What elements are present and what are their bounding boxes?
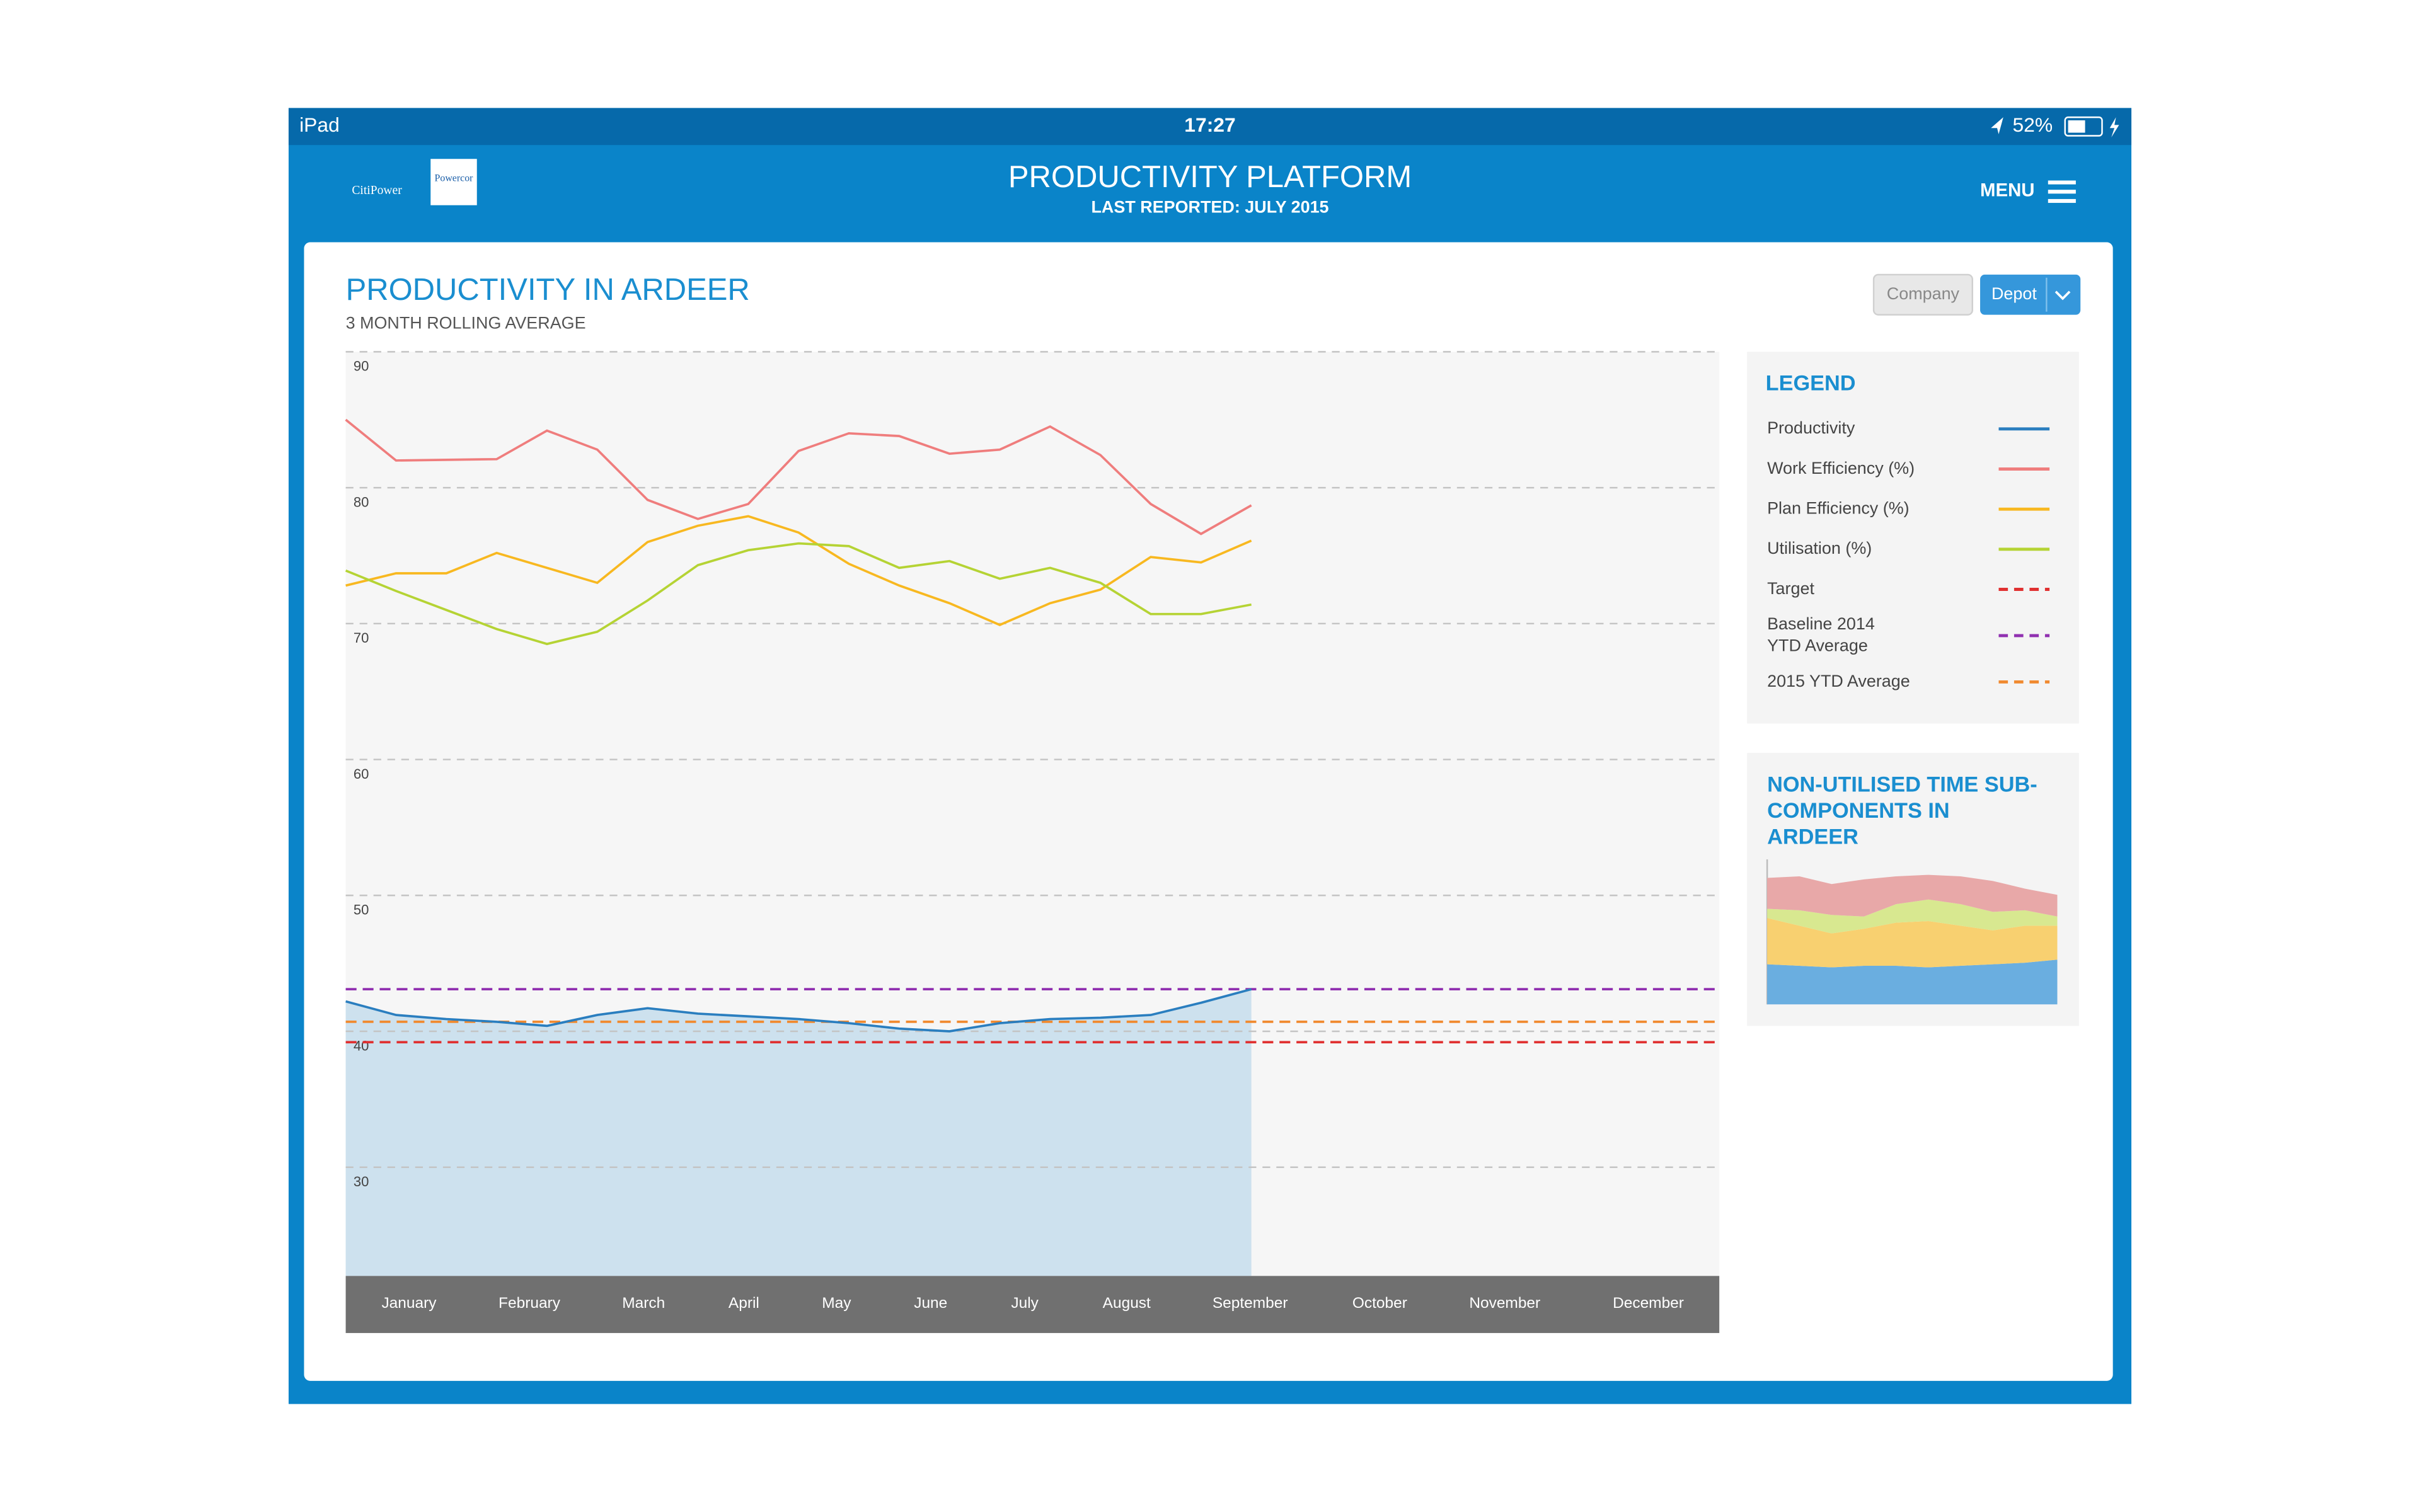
- battery-fill: [2068, 120, 2085, 133]
- menu-icon-bar: [2048, 198, 2076, 203]
- button-label: Depot: [1991, 284, 2037, 303]
- menu-label: MENU: [1980, 180, 2035, 200]
- x-tick-label: August: [1103, 1295, 1151, 1312]
- x-tick-label: March: [622, 1295, 665, 1312]
- x-axis-bar: [345, 1276, 1720, 1333]
- legend-list: Productivity Work Efficiency (%) Plan Effi…: [1767, 409, 2050, 702]
- x-axis: January February March April May June July Augu…: [381, 1295, 1683, 1312]
- x-tick-label: April: [729, 1295, 759, 1312]
- legend-label: Productivity: [1767, 420, 1855, 438]
- button-bg: [1980, 274, 2081, 315]
- x-tick-label: May: [822, 1295, 851, 1312]
- legend-swatch: [1998, 680, 2050, 684]
- x-tick-label: November: [1469, 1295, 1540, 1312]
- legend-item: Work Efficiency (%): [1767, 449, 2050, 490]
- mini-area: [1767, 899, 2058, 934]
- legend-label: Target: [1767, 580, 1814, 599]
- legend-swatch: [1998, 547, 2050, 551]
- chart-subtitle: 3 MONTH ROLLING AVERAGE: [346, 313, 586, 332]
- legend-swatch: [1998, 507, 2050, 511]
- logo-powercor: Powercor: [435, 173, 474, 184]
- device-name: iPad: [299, 113, 340, 136]
- legend-label: Plan Efficiency (%): [1767, 500, 1910, 518]
- dropdown-chevron: [2054, 290, 2071, 301]
- mini-chart: [1766, 859, 2058, 1005]
- chart-title: PRODUCTIVITY IN ARDEER: [346, 273, 750, 307]
- mini-area: [1767, 959, 2058, 1005]
- charging-icon: [2109, 117, 2119, 137]
- location-icon: [1991, 117, 2003, 135]
- x-tick-label: July: [1011, 1295, 1039, 1312]
- x-tick-label: February: [498, 1295, 561, 1312]
- x-tick-label: September: [1213, 1295, 1288, 1312]
- mini-area: [1767, 874, 2058, 917]
- plot: 30 40 50 60 70 80 90: [345, 351, 1720, 1276]
- y-tick-label: 30: [354, 1174, 369, 1189]
- legend-item: 2015 YTD Average: [1767, 662, 2050, 702]
- legend-title: LEGEND: [1765, 370, 1856, 395]
- menu-button[interactable]: MENU: [1980, 180, 2076, 203]
- mini-area: [1767, 918, 2058, 968]
- mini-chart-title: NON-UTILISED TIME SUB-COMPONENTS IN ARDE…: [1767, 771, 2037, 849]
- legend-item: Target: [1767, 570, 2050, 610]
- area-fill: [345, 989, 1252, 1276]
- button-label: Company: [1887, 284, 1960, 303]
- legend-panel: LEGEND Productivity Work Efficiency (%) Pl…: [1747, 352, 2079, 724]
- logo-citipower: CitiPower: [352, 184, 402, 197]
- button-bg: [1872, 273, 1974, 316]
- x-tick-label: December: [1613, 1295, 1684, 1312]
- legend-item: Baseline 2014 YTD Average: [1767, 609, 2050, 662]
- logo-box: [430, 159, 477, 205]
- y-tick-label: 60: [354, 766, 369, 782]
- clock: 17:27: [1184, 113, 1235, 136]
- legend-item: Productivity: [1767, 409, 2050, 449]
- series-line: [345, 542, 1252, 646]
- battery-level: 52%: [2012, 113, 2053, 136]
- legend-swatch: [1998, 467, 2050, 471]
- y-tick-label: 80: [354, 494, 369, 510]
- legend-item: Plan Efficiency (%): [1767, 489, 2050, 529]
- company-button[interactable]: Company: [1872, 273, 1974, 316]
- app-title: PRODUCTIVITY PLATFORM: [1008, 160, 1412, 194]
- legend-swatch: [1998, 588, 2050, 591]
- status-bar: [288, 108, 2132, 146]
- series-line: [345, 418, 1252, 536]
- menu-icon-bar: [2048, 180, 2076, 185]
- y-tick-label: 70: [354, 630, 369, 646]
- battery-icon: [2064, 116, 2103, 137]
- legend-label: 2015 YTD Average: [1767, 672, 1910, 692]
- legend-swatch: [1998, 634, 2050, 638]
- y-tick-label: 40: [354, 1038, 369, 1053]
- legend-item: Utilisation (%): [1767, 529, 2050, 570]
- series-line: [345, 988, 1252, 1033]
- legend-label: Baseline 2014 YTD Average: [1767, 616, 1875, 656]
- x-tick-label: January: [381, 1295, 437, 1312]
- x-tick-label: June: [914, 1295, 947, 1312]
- app-subtitle: LAST REPORTED: JULY 2015: [1091, 198, 1328, 217]
- legend-label: Work Efficiency (%): [1767, 459, 1915, 479]
- series-line: [345, 515, 1252, 626]
- y-tick-label: 90: [354, 358, 369, 374]
- depot-button[interactable]: Depot: [1980, 274, 2081, 315]
- x-tick-label: October: [1352, 1295, 1407, 1312]
- y-tick-label: 50: [354, 902, 369, 918]
- legend-swatch: [1998, 427, 2050, 431]
- legend-label: Utilisation (%): [1767, 540, 1872, 559]
- menu-icon-bar: [2048, 190, 2076, 194]
